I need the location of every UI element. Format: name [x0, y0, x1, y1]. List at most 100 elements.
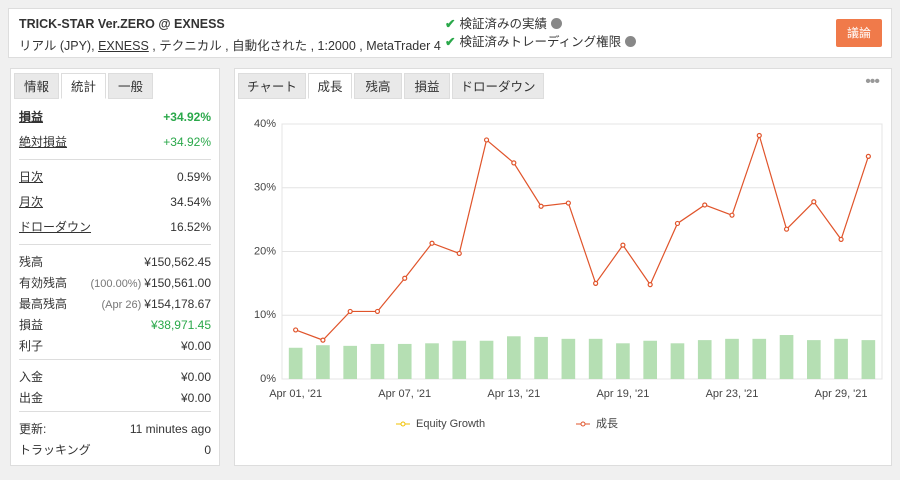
more-menu[interactable]: ••• — [865, 73, 880, 90]
stat-value-text: 34.54% — [170, 195, 211, 209]
x-tick-label: Apr 29, '21 — [815, 388, 868, 400]
stat-row: 有効残高 (100.00%) ¥150,561.00 — [19, 273, 211, 293]
stat-value-text: 0.59% — [176, 170, 211, 184]
bar — [725, 338, 739, 379]
stat-value: ¥150,562.45 — [144, 252, 211, 272]
x-tick-label: Apr 13, '21 — [487, 388, 540, 400]
stat-row: 最高残高 (Apr 26) ¥154,178.67 — [19, 294, 211, 314]
stat-label: 絶対損益 — [19, 135, 68, 149]
discuss-button[interactable]: 議論 — [836, 19, 882, 47]
y-tick-label: 10% — [254, 309, 276, 321]
series-line — [295, 133, 869, 341]
info-icon — [625, 36, 637, 47]
badge: ✔ 検証済みトレーディング権限 — [445, 33, 637, 51]
bar — [670, 343, 685, 379]
stat-value: 0.59% — [177, 167, 211, 187]
point — [347, 308, 353, 315]
stat-label: 損益 — [19, 110, 44, 124]
tab[interactable]: 成長 — [308, 73, 352, 99]
point — [647, 282, 653, 288]
point — [783, 226, 790, 232]
stat-row: 日次 0.59% — [19, 167, 211, 187]
stat-value-text: 16.52% — [170, 220, 211, 234]
badges: ✔ 検証済みの実績 ✔ 検証済みトレーディング権限 — [445, 15, 637, 51]
y-tick-label: 40% — [254, 118, 276, 130]
point — [620, 242, 626, 248]
stat-row: トラッキング 0 — [19, 440, 211, 460]
stat-note: (100.00%) — [90, 278, 142, 290]
point — [402, 275, 408, 281]
point — [483, 137, 490, 143]
broker-link[interactable]: EXNESS — [98, 39, 149, 53]
stat-value: 11 minutes ago — [130, 419, 211, 439]
check-icon: ✔ — [445, 35, 456, 49]
point — [511, 160, 517, 166]
bar — [697, 340, 712, 379]
separator — [19, 159, 211, 160]
bar — [643, 340, 657, 379]
stat-row: 損益 +34.92% — [19, 107, 211, 127]
tab[interactable]: 統計 — [61, 73, 106, 99]
stat-value-text: ¥150,562.45 — [144, 255, 211, 269]
stat-value-text: ¥154,178.67 — [144, 297, 211, 311]
legend-marker — [580, 421, 586, 427]
tab[interactable]: 情報 — [14, 73, 59, 99]
stat-row: 更新: 11 minutes ago — [19, 419, 211, 439]
stat-value-text: ¥0.00 — [180, 370, 211, 384]
separator — [19, 411, 211, 412]
bar — [834, 338, 848, 379]
stat-value-text: ¥0.00 — [180, 339, 211, 353]
separator — [19, 244, 211, 245]
tab[interactable]: ドローダウン — [452, 73, 544, 99]
point — [838, 236, 844, 242]
stat-row: 出金 ¥0.00 — [19, 388, 211, 408]
stat-row: 残高 ¥150,562.45 — [19, 252, 211, 272]
point — [674, 220, 681, 227]
stat-value: ¥0.00 — [181, 336, 211, 356]
point — [565, 200, 571, 206]
stat-label: ドローダウン — [19, 220, 92, 234]
stat-value: +34.92% — [163, 132, 211, 152]
stat-label: 日次 — [19, 170, 44, 184]
info-icon — [551, 18, 562, 29]
tab[interactable]: 損益 — [404, 73, 450, 99]
stat-value: 0 — [204, 440, 211, 460]
stat-row: 利子 ¥0.00 — [19, 336, 211, 356]
point — [429, 240, 435, 246]
bar — [397, 343, 412, 379]
header: TRICK-STAR Ver.ZERO @ EXNESS リアル (JPY), … — [8, 8, 892, 58]
chart-panel: ••• 0% 10% 20% 30% 40% Apr 01, '21 Apr 07, '21… — [234, 68, 892, 466]
stat-value: 16.52% — [170, 217, 211, 237]
stat-row: 絶対損益 +34.92% — [19, 132, 211, 152]
tab[interactable]: チャート — [238, 73, 306, 99]
stat-label: 損益 — [19, 318, 44, 332]
x-tick-label: Apr 01, '21 — [269, 388, 322, 400]
stat-value-text: 0 — [204, 443, 211, 457]
stat-value-text: ¥38,971.45 — [150, 318, 211, 332]
point — [374, 308, 381, 315]
bar — [316, 345, 330, 379]
point — [865, 153, 871, 159]
x-tick-label: Apr 19, '21 — [596, 388, 649, 400]
tab[interactable]: 残高 — [354, 73, 402, 99]
badge: ✔ 検証済みの実績 — [445, 15, 636, 33]
x-tick-label: Apr 07, '21 — [378, 388, 431, 400]
bar — [370, 343, 385, 379]
subtitle: リアル (JPY), EXNESS , テクニカル , 自動化された , 1:2… — [19, 35, 441, 54]
bar — [752, 338, 767, 379]
y-tick-label: 0% — [260, 373, 276, 385]
stat-label: 利子 — [19, 339, 44, 353]
stat-row: 入金 ¥0.00 — [19, 367, 211, 387]
bar — [616, 343, 630, 379]
tab[interactable]: 一般 — [108, 73, 153, 99]
y-tick-label: 20% — [254, 245, 276, 257]
bar — [343, 345, 357, 379]
details: , テクニカル , 自動化された , 1:2000 , MetaTrader 4 — [152, 39, 441, 53]
stat-value: 34.54% — [170, 192, 211, 212]
badge-text: 検証済みの実績 — [459, 17, 547, 31]
stat-value: ¥0.00 — [181, 388, 211, 408]
legend-label: 成長 — [596, 417, 618, 430]
point — [729, 212, 735, 218]
stat-value: (100.00%) ¥150,561.00 — [91, 273, 212, 294]
